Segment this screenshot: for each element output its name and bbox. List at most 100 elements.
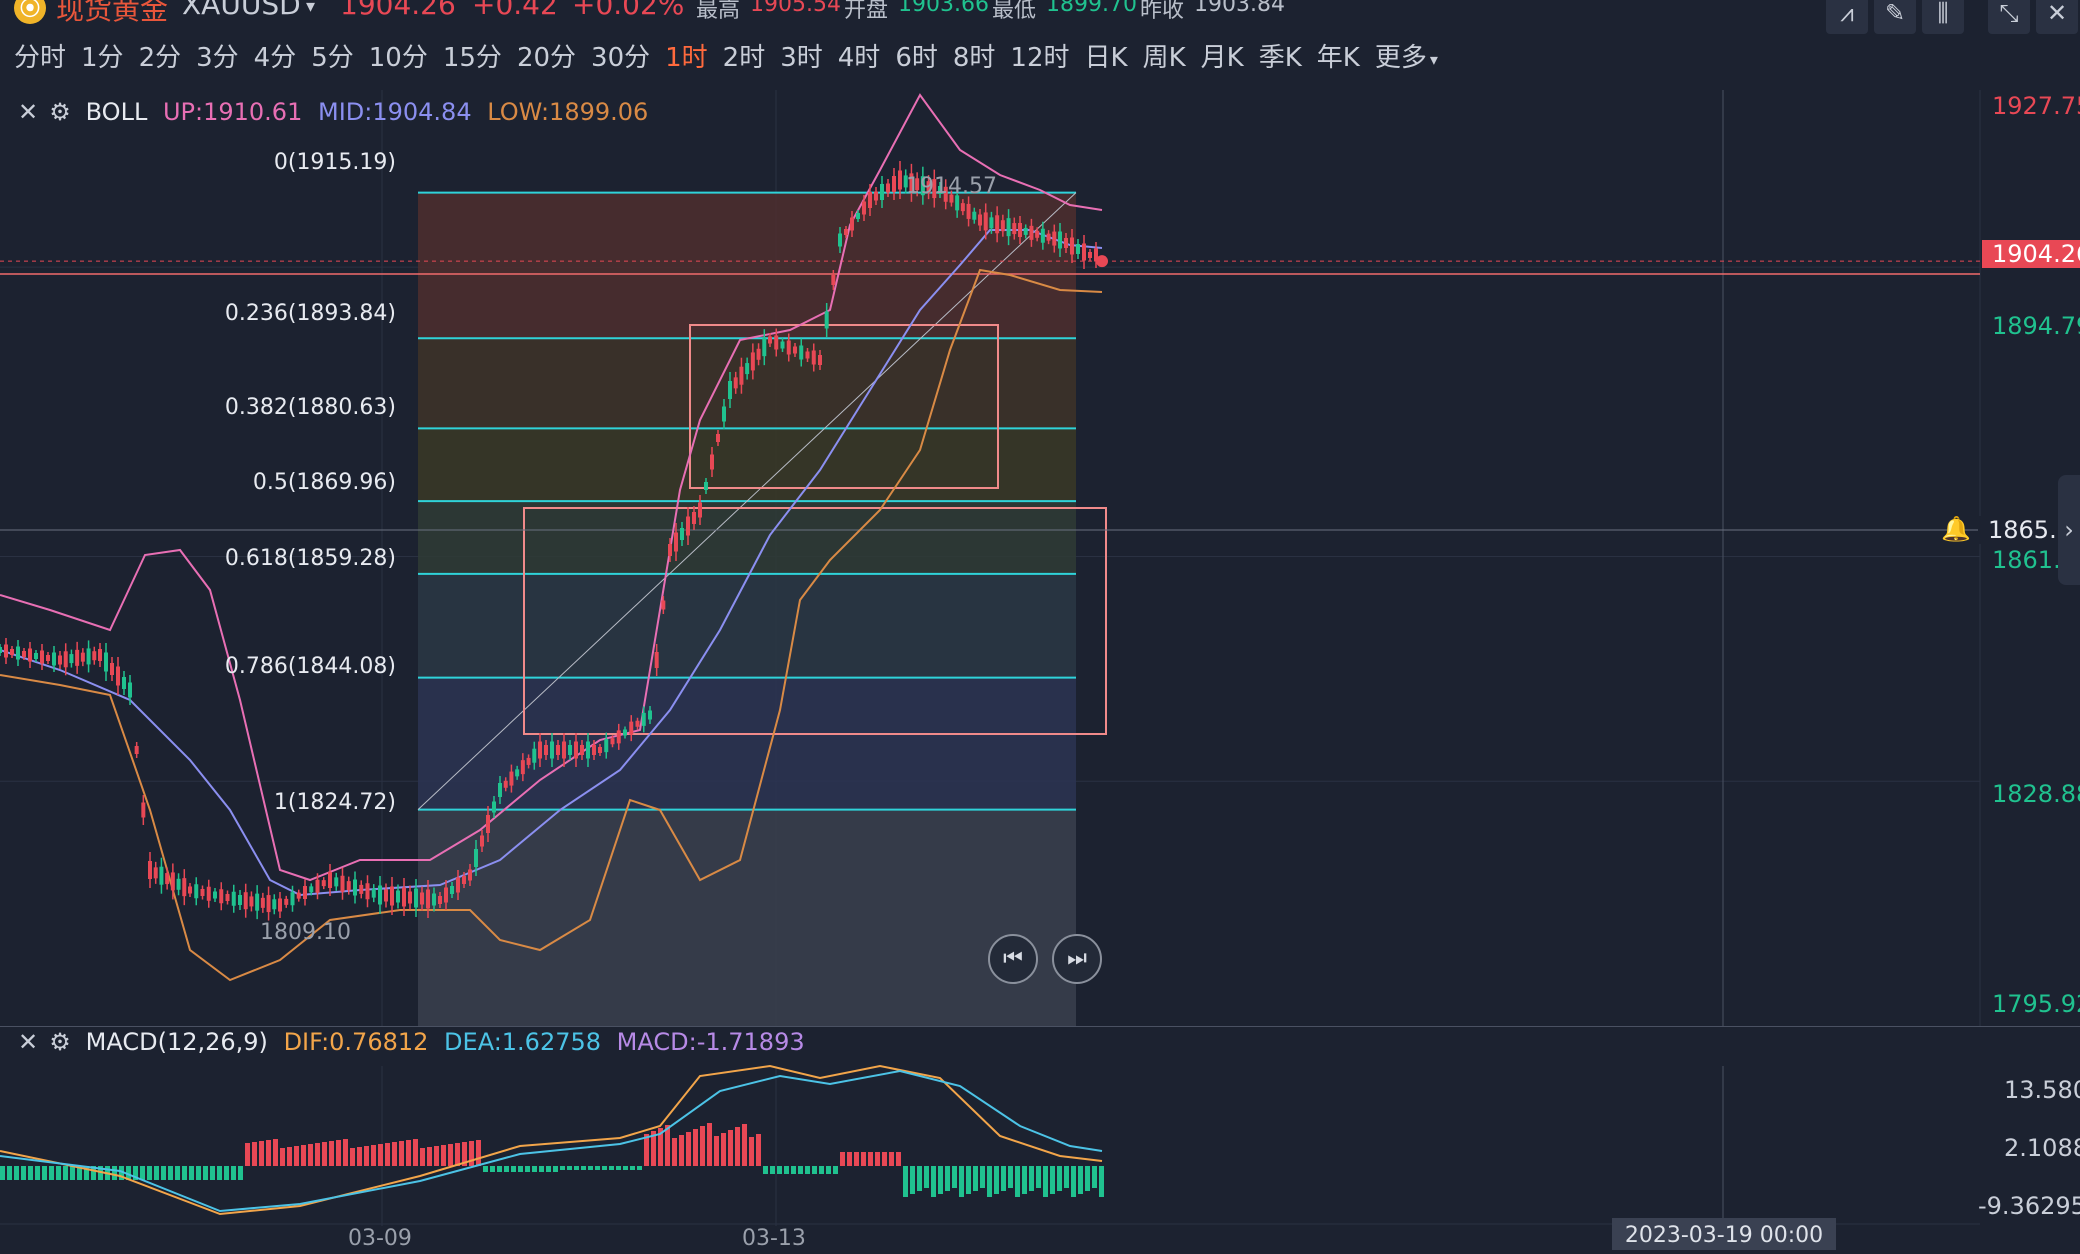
macd-histogram-bar bbox=[1015, 1166, 1020, 1197]
close-icon[interactable]: ✕ bbox=[2036, 0, 2078, 34]
macd-histogram-bar bbox=[980, 1166, 985, 1188]
candle-body bbox=[46, 655, 50, 661]
symbol-name[interactable]: 现货黄金 bbox=[56, 0, 169, 26]
candle-body bbox=[0, 647, 2, 653]
period-tab[interactable]: 周K bbox=[1142, 43, 1186, 73]
macd-histogram-bar bbox=[490, 1166, 495, 1172]
macd-histogram-bar bbox=[476, 1140, 481, 1166]
macd-histogram-bar bbox=[847, 1152, 852, 1166]
macd-histogram-bar bbox=[700, 1126, 705, 1166]
period-tab[interactable]: 12时 bbox=[1010, 43, 1070, 73]
period-tab[interactable]: 年K bbox=[1316, 43, 1360, 73]
candle-body bbox=[153, 867, 158, 879]
candle-body bbox=[134, 746, 139, 754]
gear-icon[interactable]: ⚙ bbox=[49, 98, 71, 126]
candle-body bbox=[616, 730, 621, 744]
fib-label-0786: 0.786(1844.08) bbox=[224, 654, 396, 679]
period-tab[interactable]: 2时 bbox=[722, 43, 766, 73]
chevron-right-icon[interactable]: › bbox=[2058, 475, 2080, 585]
macd-histogram-bar bbox=[525, 1166, 530, 1172]
macd-dea-line bbox=[0, 1069, 1103, 1213]
period-tab[interactable]: 20分 bbox=[516, 43, 577, 73]
period-tabs: 分时 1分 2分 3分 4分 5分 10分 15分 20分 30分 1时 2时 3时 4时 6时 8时 12时日… bbox=[14, 40, 1438, 76]
candle-body bbox=[960, 203, 965, 212]
candle-body bbox=[480, 835, 484, 847]
period-tab[interactable]: 4分 bbox=[253, 43, 297, 73]
close-icon[interactable]: ✕ bbox=[17, 1028, 39, 1056]
macd-histogram-bar bbox=[1043, 1166, 1048, 1197]
period-tab[interactable]: 5分 bbox=[311, 43, 354, 73]
last-price-dot bbox=[1096, 255, 1108, 268]
candle-body bbox=[365, 883, 370, 900]
chevron-down-icon[interactable]: ▾ bbox=[306, 0, 316, 17]
macd-histogram-bar bbox=[623, 1166, 628, 1170]
macd-histogram-bar bbox=[1036, 1166, 1041, 1188]
macd-histogram-bar bbox=[175, 1166, 180, 1180]
period-tab[interactable]: 季K bbox=[1258, 43, 1302, 73]
chevron-down-icon[interactable]: ▾ bbox=[1429, 50, 1438, 69]
candle-body bbox=[862, 201, 866, 215]
period-tab[interactable]: 1时 bbox=[665, 43, 708, 73]
boll-middle-band bbox=[0, 229, 1103, 897]
close-icon[interactable]: ✕ bbox=[17, 98, 39, 126]
period-tab[interactable]: 4时 bbox=[837, 43, 881, 73]
candle-body bbox=[949, 194, 954, 203]
candle-body bbox=[995, 215, 1000, 234]
indicator-icon[interactable]: ⩘ bbox=[1826, 0, 1868, 34]
candle-body bbox=[538, 741, 542, 759]
period-tab[interactable]: 分时 bbox=[14, 43, 67, 73]
macd-chart[interactable]: ✕ ⚙ MACD(12,26,9) DIF:0.76812 DEA:1.62758… bbox=[0, 1025, 2080, 1250]
period-tab[interactable]: 6时 bbox=[895, 43, 938, 73]
skip-forward-icon[interactable]: ⏭ bbox=[1052, 934, 1102, 984]
candle-body bbox=[780, 341, 785, 349]
candle-body bbox=[426, 889, 430, 909]
period-tab[interactable]: 10分 bbox=[368, 43, 428, 73]
macd-histogram-bar bbox=[931, 1166, 936, 1197]
macd-chart-svg[interactable] bbox=[0, 1025, 2080, 1250]
candle-body bbox=[408, 891, 412, 904]
period-tab[interactable]: 1分 bbox=[81, 43, 124, 73]
macd-histogram-bar bbox=[658, 1128, 663, 1166]
macd-histogram-bar bbox=[245, 1143, 250, 1166]
candle-body bbox=[290, 892, 295, 906]
period-tab[interactable]: 30分 bbox=[591, 43, 651, 73]
macd-histogram-bar bbox=[889, 1152, 894, 1166]
bell-icon[interactable]: 🔔 bbox=[1941, 515, 1971, 543]
period-tab[interactable]: 更多 bbox=[1374, 43, 1427, 73]
main-chart[interactable]: ✕ ⚙ BOLL UP:1910.61 MID:1904.84 LOW:1899.… bbox=[0, 90, 2080, 1026]
macd-histogram-bar bbox=[224, 1166, 229, 1180]
macd-histogram-bar bbox=[196, 1166, 201, 1180]
gear-icon[interactable]: ⚙ bbox=[49, 1028, 71, 1056]
fib-label-05: 0.5(1869.96) bbox=[252, 470, 396, 495]
macd-histogram-bar bbox=[1029, 1166, 1034, 1191]
candle-body bbox=[474, 849, 478, 867]
candle-body bbox=[52, 652, 56, 666]
period-tab[interactable]: 3时 bbox=[780, 43, 823, 73]
macd-dif-line bbox=[0, 1064, 1103, 1216]
candle-body bbox=[165, 873, 170, 885]
candle-body bbox=[243, 892, 248, 910]
draw-pen-icon[interactable]: ✎ bbox=[1874, 0, 1916, 34]
period-tab[interactable]: 月K bbox=[1200, 43, 1244, 73]
macd-histogram-bar bbox=[588, 1166, 593, 1170]
period-tab[interactable]: 日K bbox=[1084, 43, 1128, 73]
period-tab[interactable]: 3分 bbox=[196, 43, 239, 73]
candle-type-icon[interactable]: ⫼ bbox=[1922, 0, 1964, 34]
candlestick-chart-svg[interactable] bbox=[0, 90, 2080, 1026]
period-tab[interactable]: 2分 bbox=[138, 43, 182, 73]
macd-histogram-bar bbox=[1099, 1166, 1104, 1197]
candle-body bbox=[1046, 233, 1051, 241]
candle-body bbox=[623, 729, 627, 736]
period-tab[interactable]: 8时 bbox=[952, 43, 996, 73]
candle-body bbox=[805, 351, 810, 359]
symbol-code[interactable]: XAUUSD bbox=[182, 0, 301, 21]
period-tab[interactable]: 15分 bbox=[442, 43, 502, 73]
candle-body bbox=[1023, 227, 1028, 235]
candle-body bbox=[402, 887, 406, 907]
candle-body bbox=[384, 889, 388, 902]
macd-histogram-bar bbox=[672, 1138, 677, 1166]
macd-histogram-bar bbox=[665, 1125, 670, 1166]
candle-body bbox=[610, 738, 615, 745]
skip-back-icon[interactable]: ⏮ bbox=[988, 934, 1038, 984]
fullscreen-icon[interactable]: ⤡ bbox=[1988, 0, 2030, 34]
